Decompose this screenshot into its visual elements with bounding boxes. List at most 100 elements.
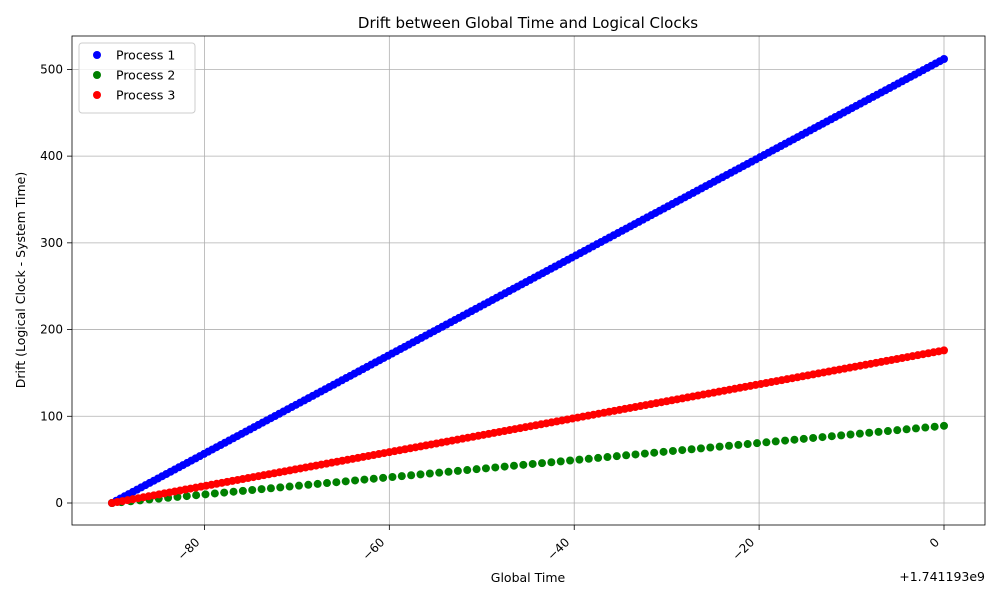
data-point: [659, 447, 668, 456]
data-point: [528, 459, 537, 468]
data-point: [472, 465, 481, 474]
data-point: [351, 476, 360, 485]
data-point: [388, 472, 397, 481]
data-point: [444, 467, 453, 476]
data-point: [809, 433, 818, 442]
data-point: [360, 475, 369, 484]
data-point: [902, 425, 911, 434]
data-point: [201, 490, 210, 499]
data-point: [332, 478, 341, 487]
legend-label: Process 2: [116, 68, 175, 83]
data-point: [594, 453, 603, 462]
data-point: [500, 462, 509, 471]
legend-item: Process 3: [93, 88, 175, 103]
data-point: [379, 473, 388, 482]
y-tick-label: 300: [40, 236, 63, 250]
grid: [72, 36, 985, 525]
data-point: [940, 346, 948, 355]
data-point: [883, 427, 892, 436]
data-point: [715, 442, 724, 451]
data-point: [416, 470, 425, 479]
data-point: [285, 482, 294, 491]
data-point: [753, 439, 762, 448]
data-point: [734, 440, 743, 449]
x-axis-offset-label: +1.741193e9: [899, 569, 985, 584]
series-3: [108, 346, 948, 507]
data-point: [865, 428, 874, 437]
data-point: [678, 446, 687, 455]
data-point: [341, 477, 350, 486]
legend-box: [78, 42, 196, 114]
legend-label: Process 1: [116, 48, 175, 63]
data-point: [369, 474, 378, 483]
data-point: [584, 454, 593, 463]
data-point: [182, 492, 191, 501]
data-point: [827, 432, 836, 441]
data-point: [837, 431, 846, 440]
chart-title: Drift between Global Time and Logical Cl…: [358, 14, 698, 32]
data-point: [790, 435, 799, 444]
data-point: [435, 468, 444, 477]
data-point: [304, 480, 313, 489]
data-point: [911, 424, 920, 433]
legend-label: Process 3: [116, 88, 175, 103]
data-point: [724, 441, 733, 450]
data-point: [276, 483, 285, 492]
data-point: [397, 472, 406, 481]
data-point: [893, 426, 902, 435]
data-point: [566, 456, 575, 465]
data-point: [229, 487, 238, 496]
data-point: [940, 55, 948, 63]
data-point: [799, 434, 808, 443]
data-point: [491, 463, 500, 472]
legend-marker: [93, 51, 101, 59]
legend-marker: [93, 91, 101, 99]
data-point: [192, 491, 201, 500]
series-layer: [108, 55, 948, 507]
x-axis-label: Global Time: [491, 570, 566, 585]
legend-item: Process 2: [93, 68, 175, 83]
y-tick-label: 100: [40, 409, 63, 423]
data-point: [818, 433, 827, 442]
data-point: [921, 423, 930, 432]
plot-border: [71, 35, 986, 526]
data-point: [855, 429, 864, 438]
y-axis-ticks: 0 100 200 300 400 500: [40, 62, 72, 510]
data-point: [687, 445, 696, 454]
data-point: [220, 488, 229, 497]
data-point: [575, 455, 584, 464]
legend-marker: [93, 71, 101, 79]
data-point: [210, 489, 219, 498]
data-point: [771, 437, 780, 446]
data-point: [323, 479, 332, 488]
data-point: [519, 460, 528, 469]
data-point: [696, 444, 705, 453]
data-point: [294, 481, 303, 490]
y-tick-label: 200: [40, 323, 63, 337]
y-axis-label: Drift (Logical Clock - System Time): [13, 172, 28, 388]
data-point: [940, 421, 948, 430]
y-tick-label: 500: [40, 62, 63, 76]
data-point: [238, 486, 247, 495]
data-point: [603, 453, 612, 462]
data-point: [612, 452, 621, 461]
data-point: [547, 458, 556, 467]
legend: Process 1 Process 2 Process 3: [78, 42, 196, 114]
data-point: [930, 422, 939, 431]
legend-item: Process 1: [93, 48, 175, 63]
data-point: [248, 485, 257, 494]
data-point: [481, 464, 490, 473]
data-point: [407, 471, 416, 480]
data-point: [313, 479, 322, 488]
data-point: [846, 430, 855, 439]
data-point: [762, 438, 771, 447]
data-point: [509, 461, 518, 470]
data-point: [706, 443, 715, 452]
data-point: [668, 446, 677, 455]
series-1: [108, 55, 948, 507]
data-point: [874, 427, 883, 436]
data-point: [743, 440, 752, 449]
data-point: [640, 449, 649, 458]
data-point: [257, 485, 266, 494]
